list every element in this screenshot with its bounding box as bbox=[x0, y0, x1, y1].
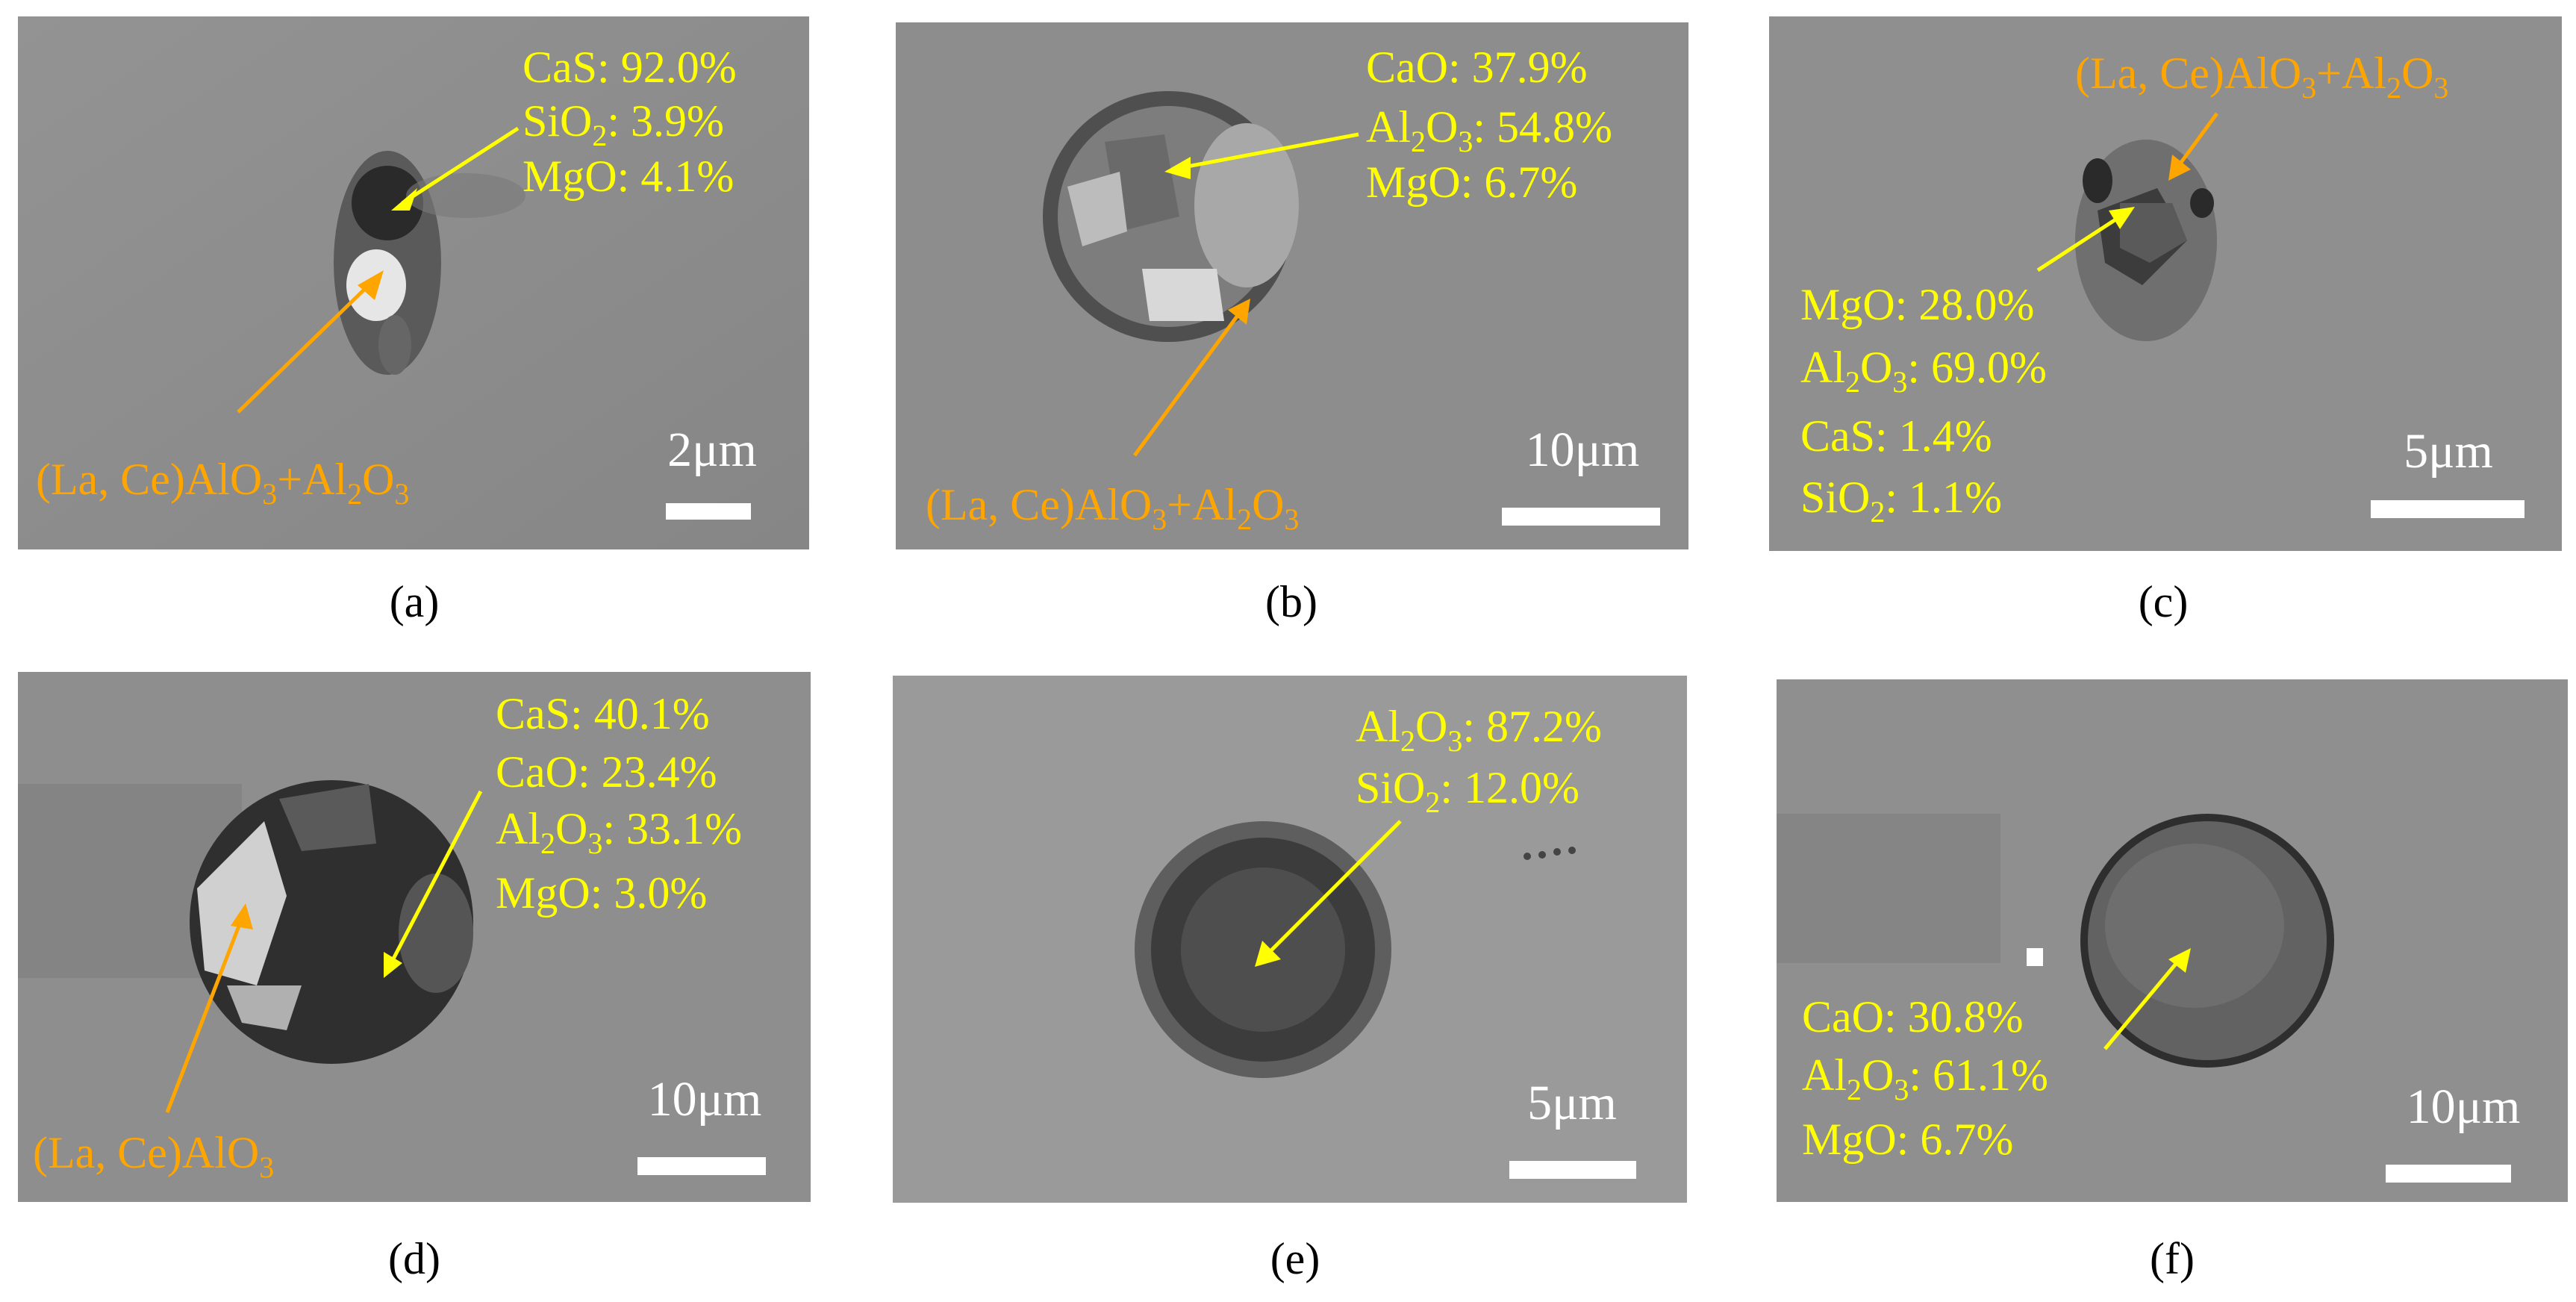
panel-caption-f: (f) bbox=[2150, 1234, 2195, 1283]
micrograph-b bbox=[896, 22, 1688, 549]
scale-bar-label: 2μm bbox=[667, 423, 757, 477]
composition-label: SiO2: 12.0% bbox=[1356, 763, 1580, 819]
composition-label: SiO2: 3.9% bbox=[523, 96, 725, 152]
composition-value: : 54.8% bbox=[1473, 102, 1612, 152]
composition-label: CaS: 40.1% bbox=[496, 689, 710, 738]
composition-label: CaS: 1.4% bbox=[1800, 411, 1992, 461]
composition-value: : 69.0% bbox=[1907, 343, 2047, 392]
composition-label: MgO: 3.0% bbox=[496, 868, 708, 918]
composition-label: Al2O3: 61.1% bbox=[1802, 1050, 2048, 1106]
micrograph-a bbox=[18, 16, 809, 549]
composition-label: CaO: 37.9% bbox=[1366, 43, 1588, 92]
panel-caption-c: (c) bbox=[2138, 577, 2189, 626]
composition-label: MgO: 6.7% bbox=[1366, 158, 1578, 207]
scale-bar-label: 5μm bbox=[1527, 1076, 1617, 1130]
panel-caption-b: (b) bbox=[1265, 577, 1317, 626]
composition-label: MgO: 6.7% bbox=[1802, 1115, 2014, 1164]
panel-caption-a: (a) bbox=[389, 577, 440, 626]
phase-label: (La, Ce)AlO3+Al2O3 bbox=[926, 480, 1300, 536]
composition-label: CaO: 23.4% bbox=[496, 747, 717, 797]
scale-bar-label: 5μm bbox=[2404, 424, 2493, 479]
panel-caption-d: (d) bbox=[388, 1234, 440, 1283]
scale-bar bbox=[1509, 1161, 1636, 1179]
scale-bar bbox=[2371, 500, 2524, 518]
composition-label: Al2O3: 69.0% bbox=[1800, 343, 2047, 399]
phase-label: (La, Ce)AlO3+Al2O3 bbox=[2075, 49, 2449, 105]
composition-value: : 61.1% bbox=[1909, 1050, 2048, 1100]
composition-label: MgO: 28.0% bbox=[1800, 280, 2035, 329]
composition-label: MgO: 4.1% bbox=[523, 152, 735, 201]
composition-value: : 87.2% bbox=[1462, 702, 1602, 751]
composition-value: : 3.9% bbox=[607, 96, 725, 146]
scale-bar bbox=[2386, 1165, 2511, 1183]
composition-label: SiO2: 1.1% bbox=[1800, 473, 2003, 529]
composition-label: Al2O3: 54.8% bbox=[1366, 102, 1612, 158]
composition-value: : 12.0% bbox=[1440, 763, 1580, 812]
sem-image-d: CaS: 40.1% CaO: 23.4% Al2O3: 33.1% MgO: … bbox=[18, 672, 811, 1202]
composition-label: CaS: 92.0% bbox=[523, 43, 737, 92]
composition-value: : 33.1% bbox=[602, 804, 742, 853]
sem-image-a: CaS: 92.0% SiO2: 3.9% MgO: 4.1% (La, Ce)… bbox=[18, 16, 809, 549]
phase-label: (La, Ce)AlO3+Al2O3 bbox=[36, 455, 410, 511]
composition-value: : 1.1% bbox=[1885, 473, 2003, 522]
scale-bar-label: 10μm bbox=[2406, 1080, 2521, 1134]
scale-bar-label: 10μm bbox=[647, 1072, 762, 1127]
scale-bar bbox=[637, 1157, 766, 1175]
sem-image-e: Al2O3: 87.2% SiO2: 12.0% 5μm bbox=[893, 676, 1687, 1203]
composition-label: CaO: 30.8% bbox=[1802, 992, 2024, 1041]
panel-caption-e: (e) bbox=[1270, 1234, 1320, 1283]
composition-label: Al2O3: 87.2% bbox=[1356, 702, 1602, 758]
scale-bar bbox=[666, 503, 751, 520]
scale-bar-label: 10μm bbox=[1525, 423, 1640, 477]
sem-image-b: CaO: 37.9% Al2O3: 54.8% MgO: 6.7% (La, C… bbox=[896, 22, 1688, 549]
phase-label: (La, Ce)AlO3 bbox=[33, 1128, 275, 1184]
inclusion-bright-phase-a bbox=[346, 249, 406, 321]
composition-label: Al2O3: 33.1% bbox=[496, 804, 742, 860]
sem-image-c: (La, Ce)AlO3+Al2O3 MgO: 28.0% Al2O3: 69.… bbox=[1769, 16, 2562, 551]
sem-image-f: CaO: 30.8% Al2O3: 61.1% MgO: 6.7% 10μm bbox=[1777, 679, 2568, 1202]
scale-bar bbox=[1502, 508, 1660, 526]
